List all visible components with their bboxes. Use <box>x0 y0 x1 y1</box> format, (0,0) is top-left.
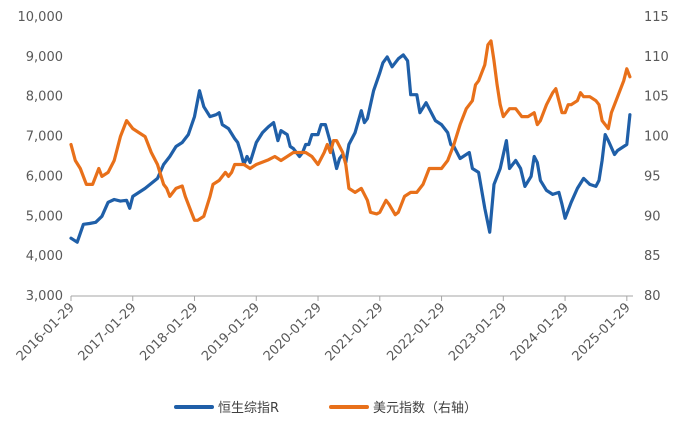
y-left-tick-label: 4,000 <box>26 249 63 264</box>
legend-label-dxy: 美元指数（右轴） <box>373 401 477 416</box>
series-line-1 <box>69 39 632 222</box>
series-line-0 <box>69 53 632 244</box>
x-tick-label: 2024-01-29 <box>508 300 572 364</box>
y-left-tick-label: 3,000 <box>26 289 63 304</box>
x-tick-label: 2023-01-29 <box>446 300 510 364</box>
x-tick-label: 2021-01-29 <box>323 300 387 364</box>
y-right-tick-label: 105 <box>644 90 669 105</box>
plot-area <box>69 39 632 244</box>
y-left-tick-label: 6,000 <box>26 169 63 184</box>
x-tick-label: 2018-01-29 <box>137 300 201 364</box>
y-right-tick-label: 110 <box>644 50 669 65</box>
axes <box>70 295 633 301</box>
y-right-tick-label: 95 <box>644 169 661 184</box>
y-left-tick-label: 9,000 <box>26 50 63 65</box>
y-right-tick-label: 85 <box>644 249 661 264</box>
y-right-tick-label: 100 <box>644 130 669 145</box>
x-tick-label: 2017-01-29 <box>76 300 140 364</box>
legend-label-hscr: 恒生综指R <box>218 401 279 416</box>
x-tick-label: 2022-01-29 <box>384 300 448 364</box>
legend: 恒生综指R 美元指数（右轴） <box>174 401 477 416</box>
x-tick-label: 2025-01-29 <box>570 300 634 364</box>
y-left-tick-label: 10,000 <box>18 10 64 25</box>
y-right-tick-label: 80 <box>644 289 661 304</box>
y-right-tick-label: 115 <box>644 10 669 25</box>
x-tick-label: 2019-01-29 <box>199 300 263 364</box>
x-tick-label: 2020-01-29 <box>261 300 325 364</box>
tick-labels: 3,000 4,000 5,000 6,000 7,000 8,000 9,000 10,00… <box>14 10 669 364</box>
y-left-tick-label: 8,000 <box>26 90 63 105</box>
x-tick-label: 2016-01-29 <box>14 300 78 364</box>
y-left-tick-label: 7,000 <box>26 130 63 145</box>
y-right-tick-label: 90 <box>644 209 661 224</box>
y-left-tick-label: 5,000 <box>26 209 63 224</box>
